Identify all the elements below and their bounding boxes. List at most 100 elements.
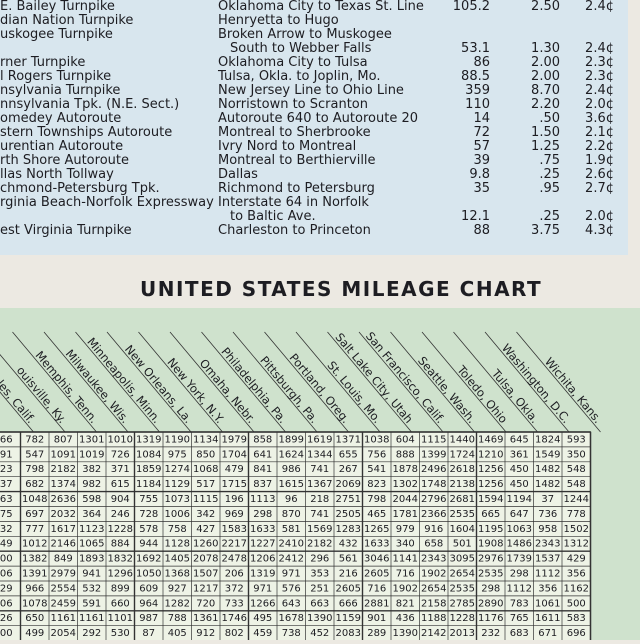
mileage-cell: 2654 [450, 569, 475, 580]
mileage-cell: 858 [253, 434, 272, 445]
mileage-cell: 927 [168, 583, 187, 594]
mileage-cell: 683 [510, 628, 529, 639]
mileage-cell: 971 [253, 583, 272, 594]
header-divider [106, 331, 192, 433]
miles: 14 [473, 111, 490, 126]
mileage-cell: 292 [82, 628, 101, 639]
turnpike-name: l Rogers Turnpike [0, 69, 111, 84]
mileage-cell: 1367 [307, 479, 332, 490]
mileage-cell: 671 [538, 628, 557, 639]
mileage-cell: 267 [339, 464, 358, 475]
header-divider [453, 331, 538, 433]
mileage-cell: 2459 [51, 598, 76, 609]
mileage-cell: 1256 [478, 464, 503, 475]
route: Oklahoma City to Tulsa [218, 55, 368, 70]
route: Oklahoma City to Texas St. Line [218, 0, 424, 14]
rate: 1.9¢ [585, 153, 614, 168]
header-divider [390, 331, 475, 433]
mileage-cell: 2343 [535, 539, 560, 550]
miles: 39 [473, 153, 490, 168]
mileage-cell: 1084 [136, 449, 161, 460]
mileage-cell: 63 [0, 494, 13, 505]
mileage-cell: 26 [0, 613, 13, 624]
mileage-cell: 2217 [222, 539, 247, 550]
mileage-cell: 29 [0, 583, 13, 594]
turnpike-name: stern Townships Autoroute [0, 125, 172, 140]
mileage-cell: 00 [0, 554, 13, 565]
mileage-cell: 964 [139, 598, 158, 609]
rate: 2.7¢ [585, 181, 614, 196]
mileage-cell: 849 [54, 554, 73, 565]
turnpike-name: rth Shore Autoroute [0, 153, 129, 168]
mileage-cell: 2796 [421, 494, 446, 505]
mileage-cell: 216 [339, 569, 358, 580]
header-divider [138, 331, 223, 433]
mileage-cell: 530 [111, 628, 130, 639]
mileage-cell: 733 [225, 598, 244, 609]
mileage-cell: 1832 [108, 554, 133, 565]
mileage-cell: 660 [111, 598, 130, 609]
mileage-cell: 1134 [193, 434, 218, 445]
mileage-cell: 665 [481, 509, 500, 520]
mileage-cell: 298 [481, 583, 500, 594]
mileage-cell: 1296 [108, 569, 133, 580]
mileage-cell: 782 [25, 434, 44, 445]
toll: 1.25 [531, 139, 560, 154]
mileage-cell: 2343 [421, 554, 446, 565]
mileage-cell: 1899 [279, 434, 304, 445]
mileage-cell: 500 [567, 598, 586, 609]
mileage-cell: 2535 [478, 569, 503, 580]
mileage-cell: 641 [253, 449, 272, 460]
mileage-cell: 1129 [165, 479, 190, 490]
mileage-cell: 979 [396, 524, 415, 535]
mileage-cell: 1617 [51, 524, 76, 535]
mileage-cell: 432 [339, 539, 358, 550]
route: Norristown to Scranton [218, 97, 368, 112]
miles: 35 [473, 181, 490, 196]
mileage-cell: 1112 [507, 583, 532, 594]
turnpike-name: nsylvania Turnpike [0, 83, 120, 98]
mileage-cell: 2013 [450, 628, 475, 639]
mileage-cell: 450 [510, 464, 529, 475]
mileage-cell: 1361 [193, 613, 218, 624]
mileage-cell: 741 [310, 509, 329, 520]
mileage-cell: 501 [453, 539, 472, 550]
mileage-cell: 91 [0, 449, 13, 460]
mileage-cell: 2554 [51, 583, 76, 594]
mileage-cell: 2979 [51, 569, 76, 580]
mileage-cell: 371 [111, 464, 130, 475]
mileage-cell: 2078 [193, 554, 218, 565]
mileage-cell: 1048 [22, 494, 47, 505]
mileage-cell: 340 [396, 539, 415, 550]
header-divider [484, 331, 570, 433]
toll: 2.00 [531, 69, 560, 84]
mileage-cell: 1624 [279, 449, 304, 460]
mileage-cell: 1611 [535, 613, 560, 624]
miles: 110 [465, 97, 490, 112]
route: to Baltic Ave. [230, 209, 316, 224]
mileage-cell: 2054 [51, 628, 76, 639]
mileage-cell: 465 [367, 509, 386, 520]
mileage-cell: 1050 [136, 569, 161, 580]
miles: 12.1 [461, 209, 490, 224]
mileage-cell: 658 [424, 539, 443, 550]
mileage-cell: 1583 [222, 524, 247, 535]
mileage-cell: 941 [82, 569, 101, 580]
toll-panel [0, 0, 628, 255]
route: Richmond to Petersburg [218, 181, 375, 196]
mileage-cell: 356 [538, 583, 557, 594]
mileage-cell: 1159 [336, 613, 361, 624]
mileage-cell: 2182 [307, 539, 332, 550]
mileage-cell: 1115 [421, 434, 446, 445]
header-divider [516, 331, 601, 433]
mileage-cell: 251 [310, 583, 329, 594]
mileage-cell: 196 [225, 494, 244, 505]
toll: .50 [539, 111, 560, 126]
mileage-cell: 870 [282, 509, 301, 520]
mileage-cell: 604 [396, 434, 415, 445]
mileage-cell: 2751 [336, 494, 361, 505]
mileage-cell: 2142 [421, 628, 446, 639]
mileage-cell: 1482 [535, 464, 560, 475]
mileage-cell: 982 [82, 479, 101, 490]
header-divider [421, 331, 507, 433]
